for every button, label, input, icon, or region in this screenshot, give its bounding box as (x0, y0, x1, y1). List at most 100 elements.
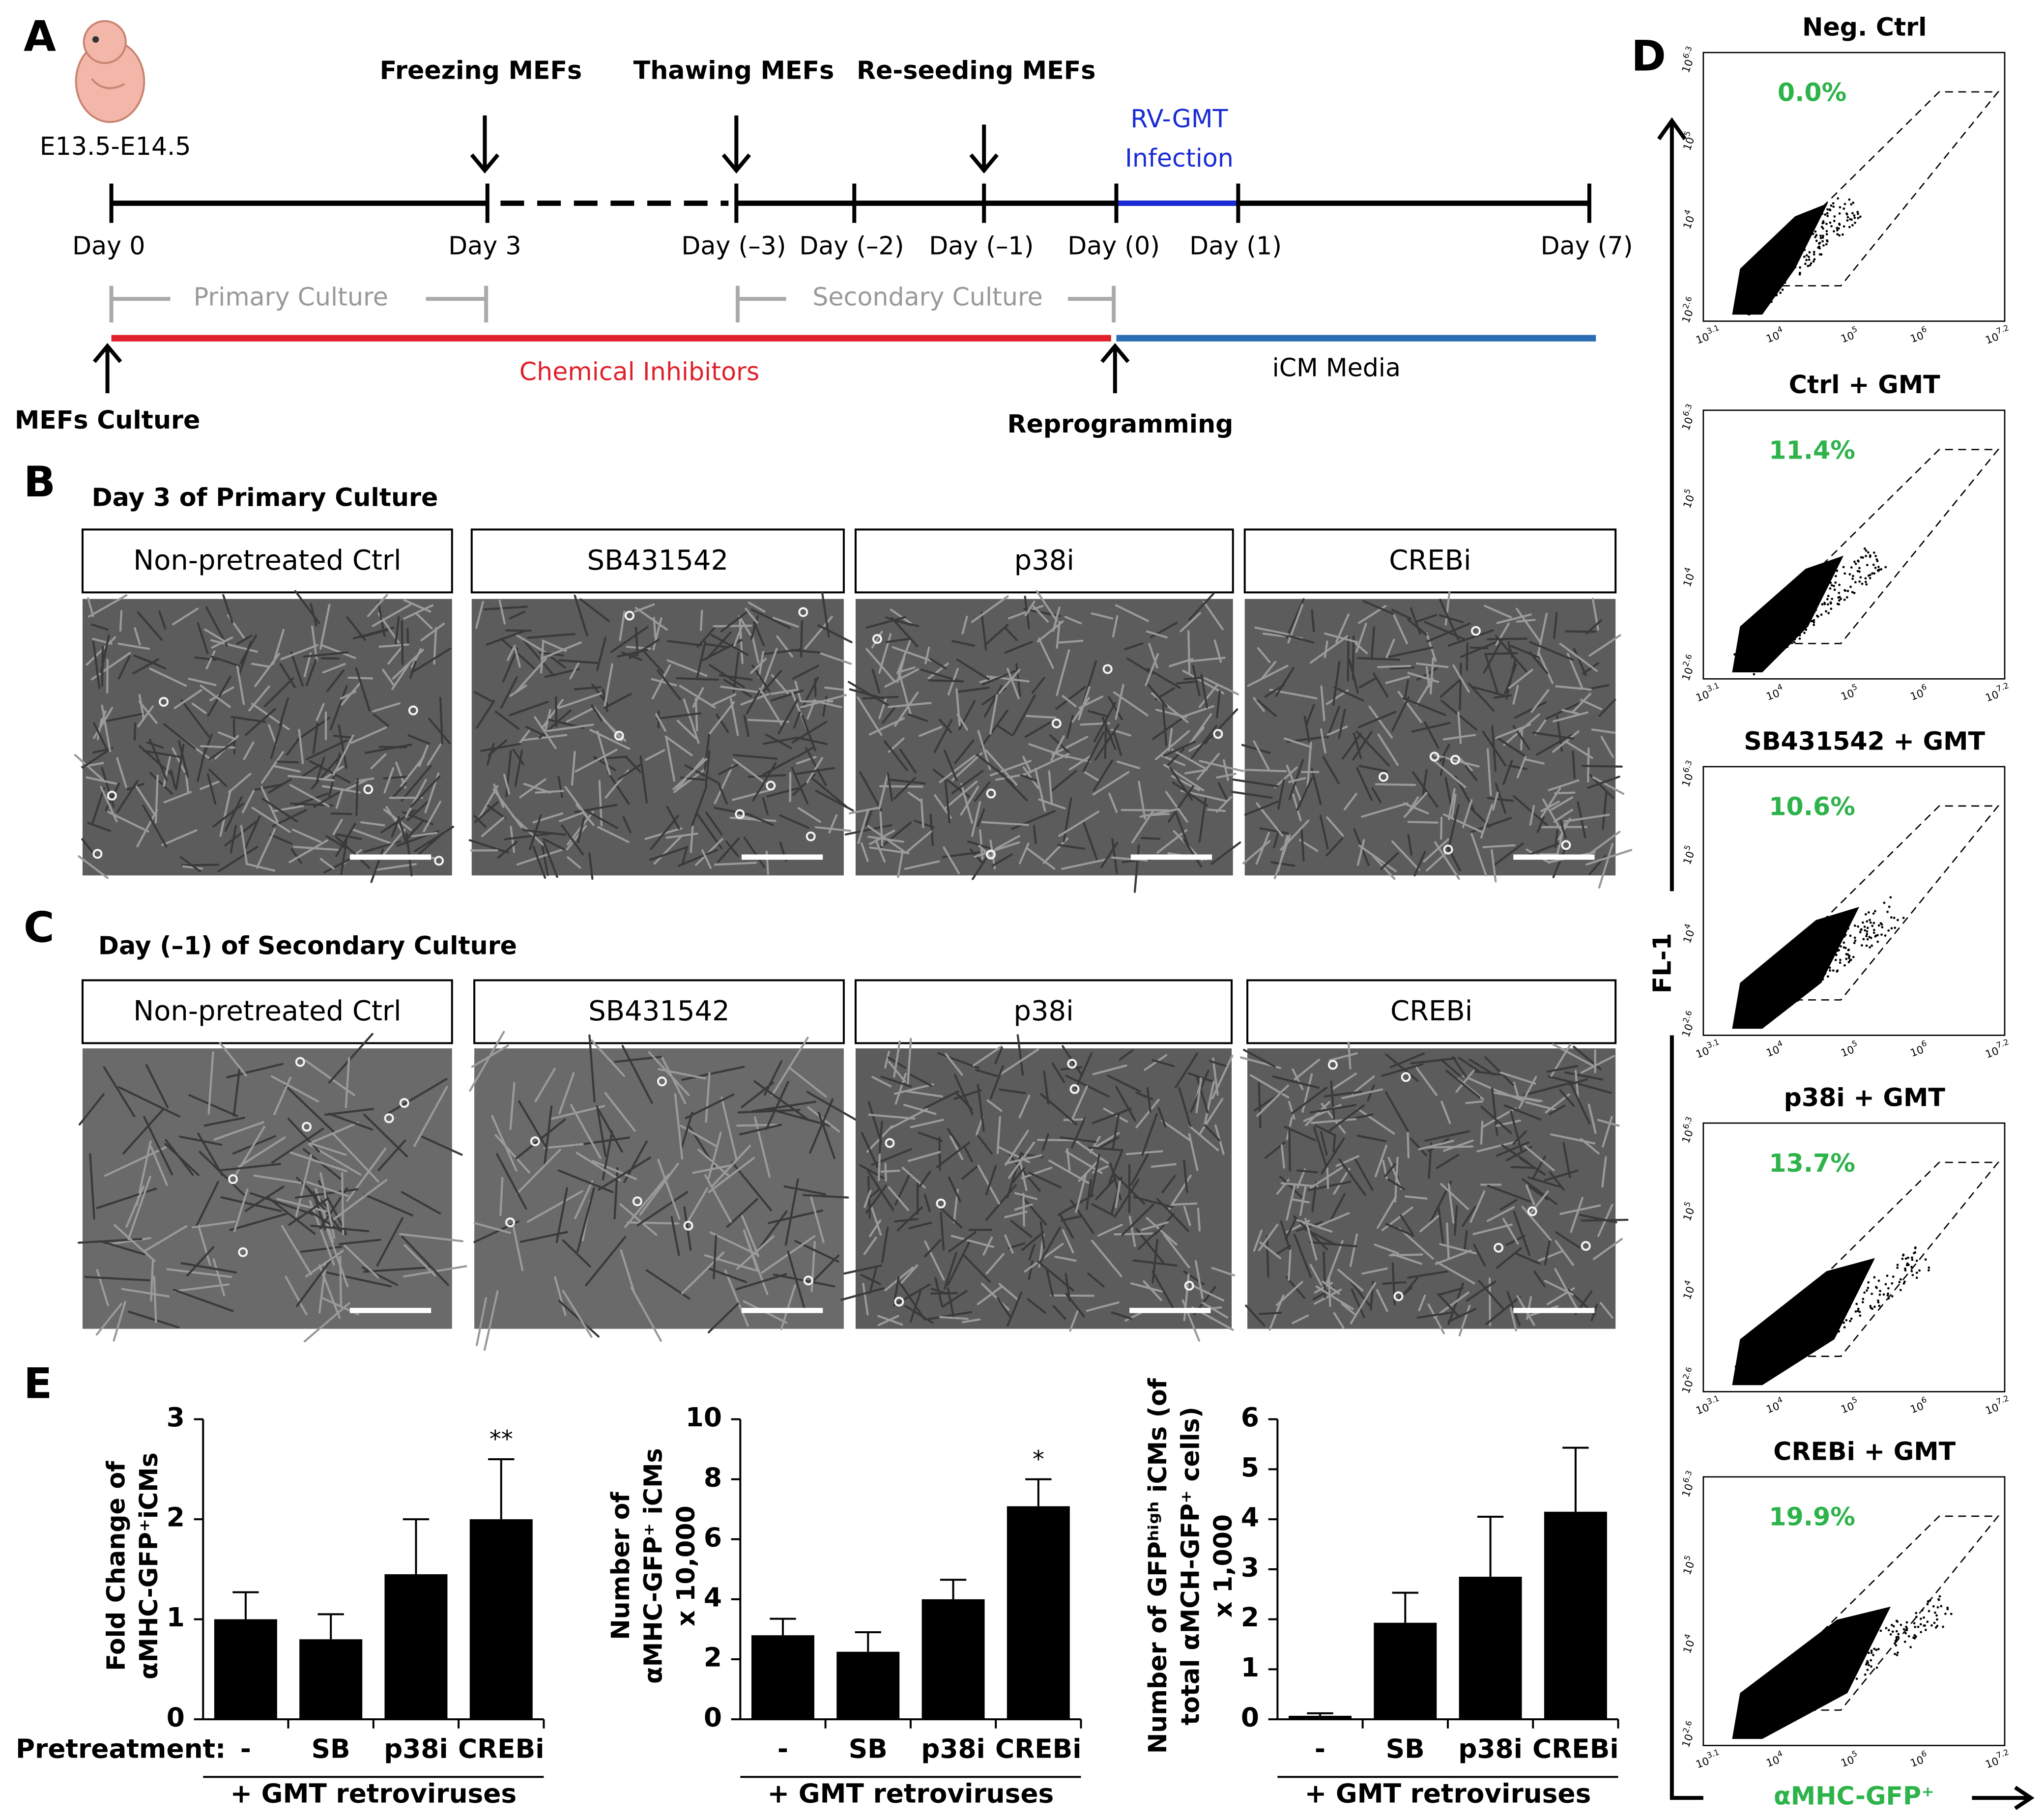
cell (1341, 1302, 1357, 1316)
cell (597, 1156, 651, 1191)
cell (1261, 661, 1277, 679)
cell (1389, 666, 1415, 670)
cell (186, 1246, 215, 1277)
event (1783, 1702, 1785, 1704)
cell (923, 1239, 942, 1258)
event (1826, 212, 1829, 215)
cell (1451, 793, 1457, 819)
cell (694, 838, 723, 866)
event (1813, 624, 1815, 626)
cell (1564, 1071, 1604, 1081)
event (1873, 1305, 1876, 1308)
cell (1211, 1055, 1234, 1099)
cell (1178, 1087, 1192, 1127)
cell (1141, 1113, 1158, 1156)
event (1915, 1276, 1918, 1279)
cell (222, 594, 234, 624)
cell (650, 815, 679, 850)
cell (127, 1310, 180, 1328)
cell (309, 1142, 347, 1156)
cell (1163, 741, 1196, 757)
event (1867, 1287, 1870, 1289)
cell (796, 747, 814, 758)
event (1785, 1692, 1788, 1695)
event (1747, 282, 1749, 285)
cell (1088, 710, 1109, 718)
cell (562, 1239, 591, 1268)
cell (1181, 1299, 1201, 1342)
cell (717, 781, 728, 805)
event (1793, 638, 1796, 641)
event (1760, 1361, 1763, 1364)
bar (214, 1619, 277, 1720)
cell (185, 775, 189, 793)
cell (1075, 1172, 1087, 1213)
event (1839, 958, 1842, 961)
cell (1559, 1089, 1575, 1107)
cell (704, 733, 710, 771)
cell (920, 668, 963, 683)
event (1835, 1331, 1838, 1334)
cell (244, 815, 261, 850)
event (1824, 972, 1827, 975)
event (1806, 1698, 1809, 1700)
event (1809, 264, 1812, 267)
event (1798, 637, 1801, 640)
cell (1552, 711, 1589, 722)
cell (906, 1038, 912, 1085)
cell (1523, 1144, 1555, 1172)
cell (197, 1224, 211, 1266)
event (1864, 1673, 1867, 1676)
cell (1435, 1249, 1472, 1265)
flow-percent: 19.9% (1769, 1502, 1855, 1531)
event (1859, 576, 1862, 579)
cell (103, 1066, 136, 1118)
event (1784, 255, 1787, 257)
event (1853, 214, 1856, 217)
event (1782, 627, 1785, 630)
cell (1146, 630, 1168, 638)
cell (888, 779, 926, 785)
event (1754, 658, 1757, 661)
event (1887, 1629, 1890, 1632)
cell (817, 1111, 835, 1159)
cell (92, 640, 101, 690)
cell (943, 1251, 957, 1290)
cell (305, 739, 348, 760)
event (1752, 653, 1755, 656)
bright-cell (885, 1138, 895, 1148)
cell (1036, 1260, 1074, 1292)
event (1735, 294, 1738, 297)
cell (403, 1244, 436, 1277)
cell (1552, 1043, 1596, 1068)
event (1830, 607, 1833, 610)
event (1770, 1719, 1773, 1722)
event (1758, 637, 1761, 640)
cell (363, 1113, 408, 1157)
event-label: Thawing MEFs (633, 56, 835, 85)
event (1835, 953, 1838, 956)
event (1793, 260, 1796, 263)
flow-percent: 13.7% (1769, 1149, 1855, 1178)
cell (1296, 1168, 1306, 1189)
cell (1148, 642, 1158, 669)
bright-cell (295, 1057, 305, 1067)
cell (1495, 736, 1526, 757)
cell (926, 1311, 973, 1321)
event (1818, 978, 1821, 981)
event (1830, 1310, 1833, 1312)
cell (1599, 1302, 1613, 1319)
gate (1741, 449, 2000, 644)
cell (879, 785, 923, 788)
cell (1320, 685, 1325, 722)
event (1877, 924, 1880, 927)
event (1903, 1641, 1906, 1643)
event (1866, 926, 1869, 929)
cell (1503, 1104, 1542, 1121)
event (1826, 603, 1829, 606)
cell (138, 693, 145, 721)
cell (1039, 1221, 1045, 1249)
event (1758, 1352, 1761, 1355)
cell (1447, 1183, 1455, 1224)
cell (197, 622, 209, 655)
